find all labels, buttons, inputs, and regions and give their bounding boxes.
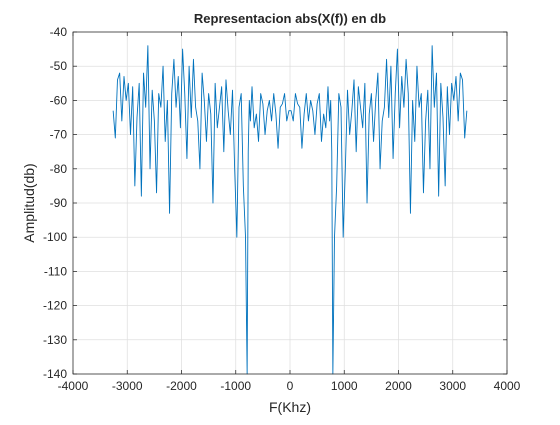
y-tick-label: -120 [43,299,67,313]
y-tick-label: -110 [44,264,67,278]
y-tick-label: -80 [50,162,68,176]
x-tick-label: 3000 [439,379,466,393]
y-tick-label: -40 [50,25,68,39]
y-tick-label: -130 [43,333,67,347]
x-tick-label: -1000 [220,379,251,393]
y-tick-label: -100 [43,230,67,244]
x-tick-label: -3000 [112,379,143,393]
y-tick-label: -140 [43,367,67,381]
x-tick-label: 1000 [331,379,358,393]
x-tick-label: -4000 [58,379,89,393]
x-tick-label: -2000 [166,379,197,393]
chart-title: Representacion abs(X(f)) en db [194,11,386,26]
x-axis-label: F(Khz) [269,399,311,415]
series-layer [112,45,468,375]
x-tick-label: 0 [287,379,294,393]
y-tick-label: -50 [50,59,68,73]
y-axis-label: Amplitud(db) [21,163,37,242]
y-tick-label: -60 [50,93,68,107]
y-tick-label: -90 [50,196,68,210]
y-tick-label: -70 [50,128,68,142]
x-tick-label: 4000 [494,379,521,393]
ticks: -4000 -3000 -2000 -1000 0 1000 2000 3000 4000 -40… [43,25,521,393]
series-line [112,45,468,375]
x-tick-label: 2000 [385,379,412,393]
